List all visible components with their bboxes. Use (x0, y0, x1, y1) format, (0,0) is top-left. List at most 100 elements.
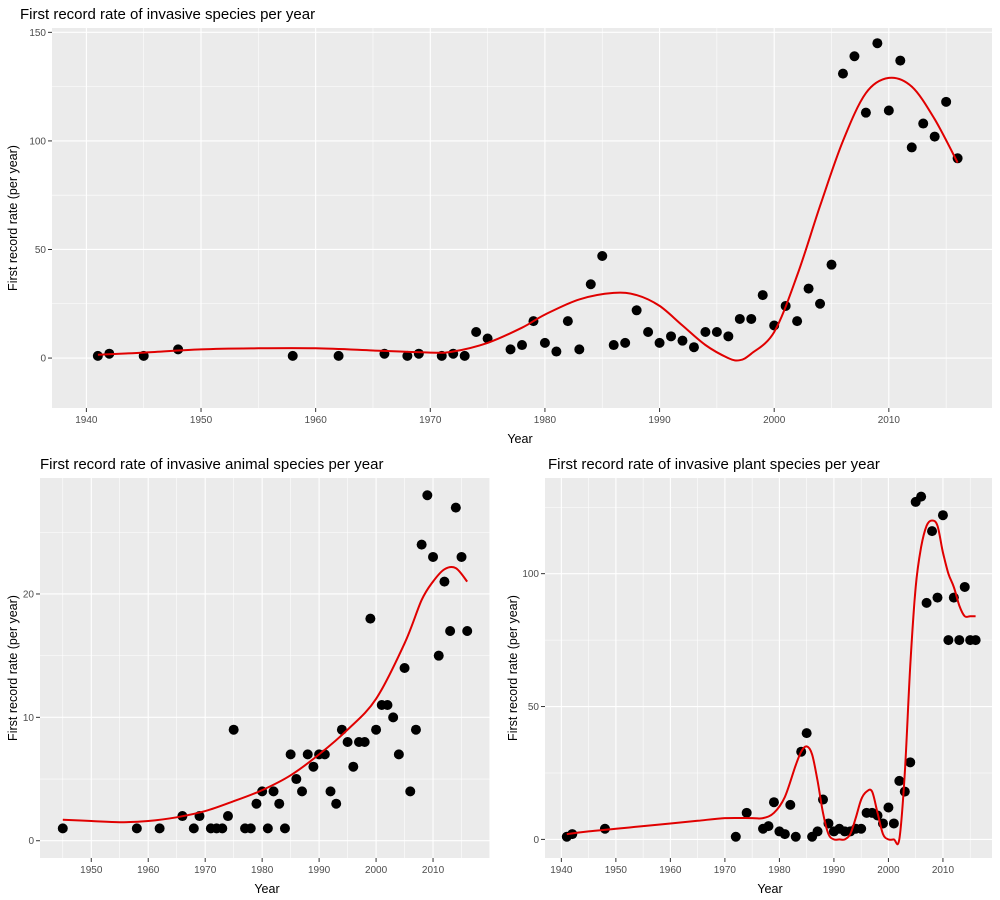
data-point (228, 724, 239, 735)
data-point (297, 786, 308, 797)
data-point (365, 613, 376, 624)
data-point (574, 344, 585, 355)
chart-title: First record rate of invasive animal spe… (40, 456, 383, 473)
data-point (599, 823, 610, 834)
data-point (792, 316, 803, 327)
data-point (188, 823, 199, 834)
data-point (456, 551, 467, 562)
x-tick-label: 1980 (251, 865, 274, 876)
data-point (342, 737, 353, 748)
data-point (779, 829, 790, 840)
data-point (382, 700, 393, 711)
data-point (837, 68, 848, 79)
data-point (812, 826, 823, 837)
data-point (849, 51, 860, 62)
data-point (285, 749, 296, 760)
x-axis-label: Year (757, 882, 782, 896)
chart-panel-plant: 1940 1950 1960 1970 1980 1990 2000 2010 0 50 100 Fi… (506, 456, 992, 896)
x-tick-label: 2000 (763, 415, 786, 426)
data-point (92, 350, 103, 361)
y-tick-label: 10 (23, 713, 35, 724)
chart-title: First record rate of invasive species pe… (20, 6, 315, 23)
x-tick-label: 1990 (648, 415, 671, 426)
data-point (929, 131, 940, 142)
data-point (666, 331, 677, 342)
data-point (730, 831, 741, 842)
plot-background (52, 28, 992, 408)
plot-background (545, 478, 992, 858)
data-point (217, 823, 228, 834)
data-point (251, 798, 262, 809)
data-point (597, 251, 608, 261)
data-point (422, 490, 433, 501)
data-point (551, 346, 562, 357)
data-point (539, 337, 550, 348)
x-tick-label: 2000 (877, 865, 900, 876)
chart-panel-all: 1940 1950 1960 1970 1980 1990 2000 2010 0 50 100 15… (6, 6, 992, 446)
data-point (445, 625, 456, 636)
data-point (222, 811, 233, 822)
data-point (970, 635, 981, 646)
data-point (428, 551, 439, 562)
data-point (746, 313, 757, 324)
data-point (677, 335, 688, 346)
data-point (932, 592, 943, 603)
data-point (462, 625, 473, 636)
data-point (943, 635, 954, 646)
data-point (883, 802, 894, 813)
data-point (399, 663, 410, 673)
y-tick-label: 0 (533, 835, 539, 846)
data-point (700, 327, 711, 337)
data-point (274, 798, 285, 809)
data-point (439, 576, 450, 587)
data-point (860, 107, 871, 118)
data-point (57, 823, 68, 834)
data-point (620, 337, 631, 348)
data-point (894, 775, 905, 786)
plot-area (561, 491, 981, 846)
data-point (643, 327, 654, 337)
data-point (734, 313, 745, 324)
data-point (471, 327, 482, 337)
x-axis-label: Year (507, 432, 532, 446)
data-point (459, 350, 470, 361)
y-axis-label: First record rate (per year) (6, 595, 20, 741)
x-tick-label: 1990 (308, 865, 331, 876)
data-point (803, 283, 814, 294)
data-point (790, 831, 801, 842)
smooth-trend-line (566, 519, 976, 846)
data-point (268, 786, 279, 797)
x-tick-label: 1970 (194, 865, 217, 876)
data-point (371, 724, 382, 735)
y-tick-label: 0 (28, 836, 34, 847)
data-point (768, 797, 779, 808)
data-point (402, 350, 413, 361)
y-tick-label: 50 (528, 702, 540, 713)
data-point (921, 597, 932, 608)
data-point (941, 96, 952, 107)
data-point (410, 724, 421, 735)
data-point (433, 650, 444, 661)
data-point (173, 344, 184, 355)
data-point (416, 539, 427, 550)
x-tick-label: 1960 (305, 415, 328, 426)
data-point (959, 581, 970, 592)
data-point (336, 724, 347, 735)
data-point (325, 786, 336, 797)
data-point (899, 786, 910, 797)
y-tick-label: 100 (29, 136, 46, 147)
data-point (711, 327, 722, 337)
data-point (918, 118, 929, 129)
data-point (287, 350, 298, 361)
data-point (388, 712, 399, 723)
data-point (517, 340, 527, 351)
data-point (654, 337, 665, 348)
chart-title: First record rate of invasive plant spec… (548, 456, 880, 473)
data-point (405, 786, 416, 797)
data-point (763, 821, 774, 832)
y-tick-label: 20 (23, 589, 35, 600)
x-tick-label: 1980 (534, 415, 557, 426)
x-tick-label: 1970 (419, 415, 442, 426)
y-axis-label: First record rate (per year) (6, 145, 20, 291)
